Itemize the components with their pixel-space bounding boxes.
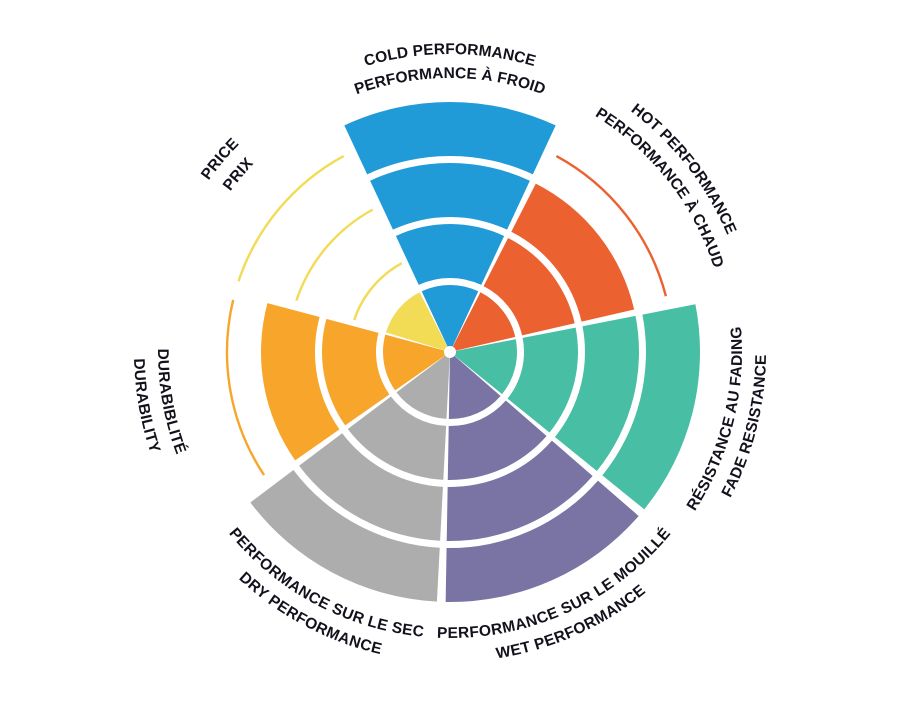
wedge-wet-performance-ring-3 <box>446 440 593 541</box>
wedge-dry-performance-ring-2 <box>347 396 447 480</box>
ghost-arc-durability-ring-4 <box>225 299 266 476</box>
wedge-cold-performance-ring-3 <box>370 163 530 230</box>
wedge-durability-ring-3 <box>261 303 340 461</box>
wedge-hot-performance-ring-1 <box>452 292 516 351</box>
wedge-durability-ring-1 <box>382 334 446 391</box>
ghost-arc-price-ring-4 <box>237 154 345 282</box>
wedge-layer <box>250 102 701 602</box>
wedge-wet-performance-ring-1 <box>448 355 501 419</box>
wedge-durability-ring-2 <box>322 318 390 426</box>
wedge-dry-performance-ring-3 <box>299 433 443 541</box>
wedge-dry-performance-ring-4 <box>250 469 440 602</box>
wedge-fade-resistance-ring-3 <box>554 315 639 471</box>
wedge-cold-performance-ring-2 <box>395 224 505 285</box>
ghost-arc-hot-performance-ring-4 <box>555 154 668 297</box>
ghost-arc-price-ring-3 <box>295 208 374 301</box>
wedge-fade-resistance-ring-1 <box>454 339 517 395</box>
wedge-cold-performance-ring-4 <box>344 102 556 175</box>
wedge-hot-performance-ring-3 <box>511 183 635 322</box>
wedge-wet-performance-ring-4 <box>445 480 639 602</box>
wedge-price-ring-1 <box>385 292 448 351</box>
wedge-hot-performance-ring-2 <box>483 237 575 336</box>
wedge-fade-resistance-ring-2 <box>507 327 578 433</box>
ghost-arc-layer <box>225 154 668 476</box>
wedge-dry-performance-ring-1 <box>396 355 450 419</box>
wedge-cold-performance-ring-1 <box>421 285 479 347</box>
wedge-wet-performance-ring-2 <box>447 400 547 480</box>
wedge-fade-resistance-ring-4 <box>602 304 701 510</box>
ghost-arc-price-ring-2 <box>353 262 403 321</box>
